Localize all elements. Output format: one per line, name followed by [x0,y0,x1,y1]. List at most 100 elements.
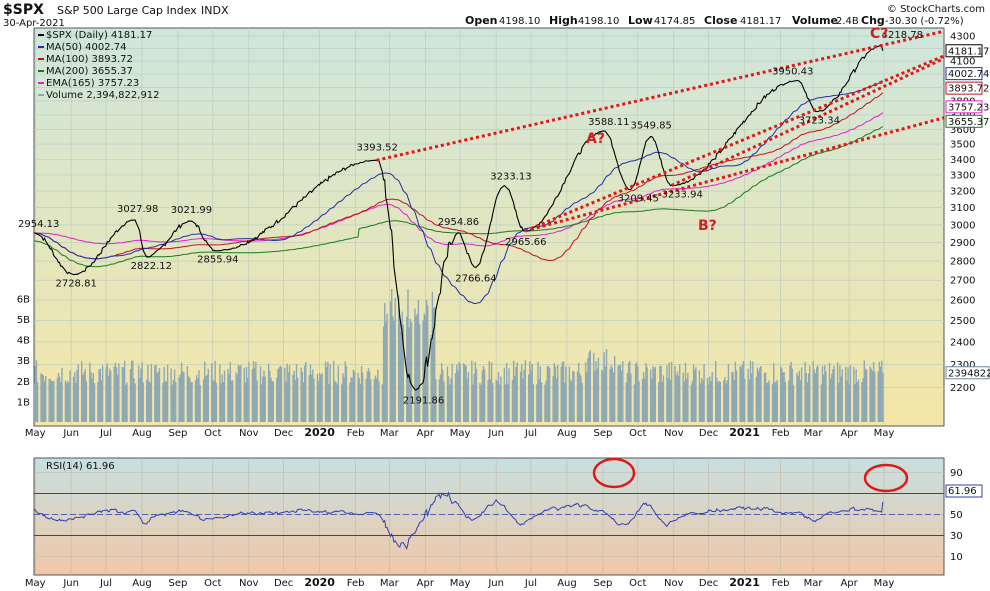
volume-bar [374,375,377,422]
volume-bar [435,379,437,422]
volume-bar [53,380,55,422]
rsi-panel [33,457,945,576]
volume-bar [771,383,774,422]
volume-bar [806,382,809,422]
volume-bar [69,370,71,422]
volume-bar [854,384,856,422]
volume-bar [285,381,287,422]
volume-bar [799,380,802,422]
volume-bar [76,370,78,422]
volume-bar [141,362,143,422]
volume-bar [796,373,798,422]
volume-bar [240,365,242,422]
volume-bar [547,366,550,422]
volume-bar [692,364,695,422]
volume-bar [194,380,197,422]
volume-bar [554,366,557,422]
volume-bar [539,366,542,422]
volume-bar [183,372,185,422]
legend-entry: MA(100) 3893.72 [46,54,133,65]
rsi-x-tick-label: Apr [840,578,858,589]
volume-bar [684,362,687,422]
volume-bar [57,372,60,422]
volume-bar [523,370,525,422]
price-tick-label: 4100 [950,57,975,68]
price-tick-label: 3300 [950,170,975,181]
volume-bar [553,363,555,422]
volume-bar [204,361,206,422]
x-tick-label: Feb [347,428,365,439]
axis-tag-box [945,366,990,380]
legend-entry: EMA(165) 3757.23 [46,78,139,89]
rsi-x-tick-label: Oct [204,578,221,589]
volume-bar [75,382,77,422]
volume-tick-label: 3B [17,356,30,367]
volume-bar [757,371,760,422]
x-tick-label: Aug [557,428,577,439]
volume-bar [831,373,833,422]
rsi-tick-label: 30 [950,531,963,542]
rsi-tick-label: 10 [950,552,963,563]
volume-bar [500,376,502,422]
volume-bar [90,371,92,422]
volume-bar [365,378,367,422]
volume-bar [740,367,742,422]
volume-bar [269,370,271,422]
volume-bar [678,364,681,422]
volume-bar [749,360,752,422]
volume-bar [123,360,126,422]
volume-bar [741,364,744,422]
volume-tick-label: 2B [17,377,30,388]
volume-bar [399,315,401,422]
volume-bar [370,379,372,422]
volume-bar [611,367,614,422]
volume-bar [162,382,164,422]
volume-bar [710,381,712,422]
legend-entry: MA(50) 4002.74 [46,42,127,53]
volume-bar [833,365,835,422]
volume-bar [739,365,741,422]
volume-bar [132,360,134,422]
volume-bar [56,378,59,422]
volume-bar [319,372,321,422]
volume-bar [238,366,241,422]
volume-bar [531,363,533,422]
volume-bar [458,361,460,422]
volume-bar [327,361,329,422]
volume-bar [734,361,737,422]
volume-bar [774,381,776,422]
volume-bar [83,372,85,422]
volume-bar [702,380,704,422]
volume-bar [222,382,225,422]
x-tick-label: Oct [629,428,646,439]
volume-bar [175,381,177,422]
rsi-line [34,491,884,550]
volume-bar [107,376,110,422]
volume-tick-label: 5B [17,315,30,326]
volume-bar [351,377,353,422]
volume-bar [682,372,684,422]
volume-bar [157,371,160,422]
volume-bar [792,384,795,422]
volume-bar [440,363,443,422]
volume-bar [292,374,294,422]
volume-bar [824,365,826,422]
volume-bar [60,382,62,422]
volume-bar [595,361,597,422]
volume-bar [300,367,302,422]
volume-bar [489,379,492,422]
volume-bar [272,381,274,422]
x-tick-label: May [874,428,895,439]
axis-tag-box [945,81,983,95]
volume-bar [706,378,709,422]
volume-bar [805,372,807,422]
volume-bar [262,376,264,422]
volume-bar [267,363,270,422]
volume-bar [342,373,344,422]
volume-bar [454,373,457,422]
volume-bar [393,321,395,422]
volume-bar [674,366,676,422]
volume-bar [213,381,215,422]
volume-bar [416,313,418,422]
volume-bar [540,382,543,422]
